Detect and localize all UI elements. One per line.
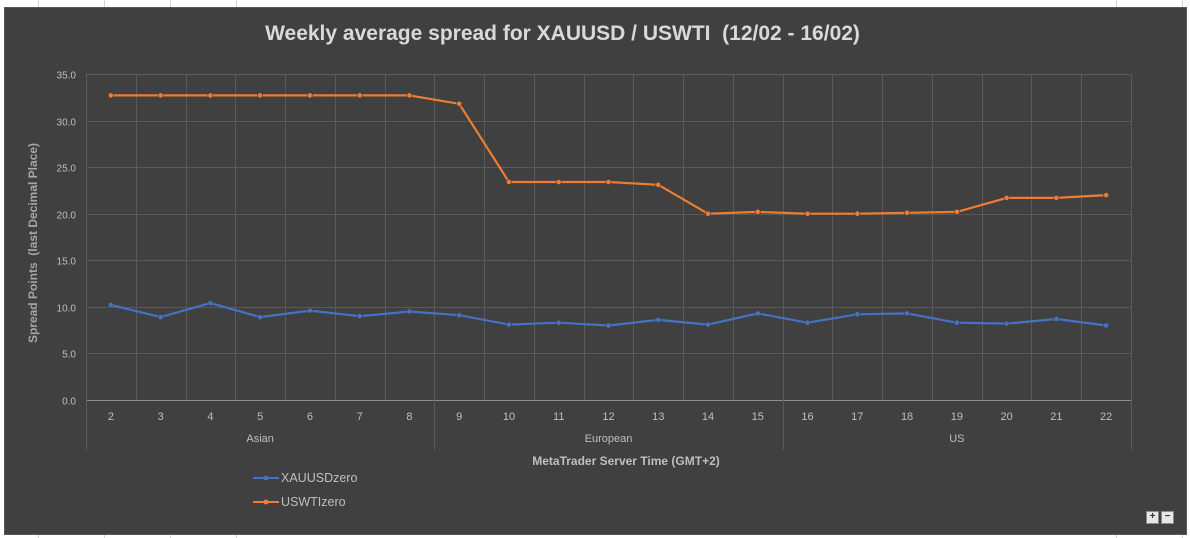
- data-point-uswtizero: [107, 92, 114, 99]
- data-point-xauusdzero: [1003, 320, 1010, 327]
- data-point-xauusdzero: [904, 310, 910, 317]
- data-point-xauusdzero: [157, 314, 164, 321]
- x-tick-label: 10: [503, 411, 515, 423]
- legend-label-uswtizero: USWTIzero: [281, 495, 346, 509]
- data-point-xauusdzero: [1103, 322, 1110, 329]
- session-label-us: US: [949, 433, 965, 445]
- data-point-uswtizero: [1053, 194, 1060, 201]
- x-tick-label: 13: [652, 411, 664, 423]
- data-point-uswtizero: [904, 209, 910, 216]
- x-tick-label: 8: [406, 411, 412, 423]
- y-tick-label: 0.0: [62, 397, 76, 408]
- x-tick-label: 21: [1050, 411, 1062, 423]
- data-point-xauusdzero: [107, 302, 114, 308]
- data-point-xauusdzero: [555, 319, 562, 326]
- data-point-xauusdzero: [705, 321, 711, 328]
- data-point-uswtizero: [854, 210, 861, 217]
- x-tick-label: 5: [257, 411, 263, 423]
- data-point-xauusdzero: [207, 300, 214, 307]
- series-line-uswtizero: [110, 94, 1107, 215]
- y-tick-label: 5.0: [62, 350, 76, 361]
- data-point-uswtizero: [605, 179, 612, 185]
- data-point-uswtizero: [1003, 194, 1010, 201]
- zoom-in-button[interactable]: +: [1146, 511, 1159, 524]
- x-tick-label: 16: [801, 411, 813, 423]
- data-point-uswtizero: [157, 92, 164, 99]
- data-point-uswtizero: [655, 181, 662, 188]
- x-tick-label: 2: [108, 411, 114, 423]
- data-point-xauusdzero: [506, 321, 512, 328]
- x-tick-label: 22: [1100, 411, 1112, 423]
- legend-swatch-uswtizero: [253, 499, 279, 505]
- data-point-xauusdzero: [754, 310, 761, 317]
- x-tick-label: 7: [357, 411, 363, 423]
- y-tick-label: 35.0: [57, 71, 77, 82]
- x-tick-label: 4: [207, 411, 213, 423]
- data-point-uswtizero: [953, 208, 960, 215]
- x-tick-label: 18: [901, 411, 913, 423]
- y-tick-label: 20.0: [57, 211, 77, 222]
- data-point-uswtizero: [456, 100, 463, 107]
- session-label-asian: Asian: [246, 433, 274, 445]
- y-tick-label: 25.0: [57, 164, 77, 175]
- data-point-xauusdzero: [456, 312, 463, 319]
- x-tick-label: 17: [851, 411, 863, 423]
- data-point-uswtizero: [257, 92, 264, 99]
- legend-entry-uswtizero: USWTIzero: [253, 494, 346, 510]
- x-tick-label: 15: [752, 411, 764, 423]
- y-tick-label: 30.0: [57, 118, 77, 129]
- data-point-xauusdzero: [854, 311, 861, 318]
- legend-entry-xauusdzero: XAUUSDzero: [253, 470, 357, 486]
- zoom-controls: + −: [1146, 511, 1174, 524]
- data-point-uswtizero: [356, 92, 363, 99]
- data-point-xauusdzero: [356, 313, 363, 320]
- data-point-uswtizero: [754, 208, 761, 215]
- x-tick-label: 9: [456, 411, 462, 423]
- data-point-xauusdzero: [655, 316, 662, 323]
- x-tick-label: 11: [553, 411, 564, 423]
- data-point-uswtizero: [1103, 192, 1110, 198]
- data-point-uswtizero: [705, 210, 711, 217]
- data-point-xauusdzero: [1053, 316, 1060, 322]
- x-tick-label: 3: [158, 411, 164, 423]
- data-point-uswtizero: [555, 179, 562, 185]
- legend-swatch-xauusdzero: [253, 475, 279, 481]
- data-point-uswtizero: [207, 92, 214, 99]
- data-point-xauusdzero: [307, 307, 313, 314]
- data-point-xauusdzero: [605, 322, 612, 329]
- data-point-xauusdzero: [953, 319, 960, 326]
- data-point-xauusdzero: [804, 319, 811, 326]
- x-tick-label: 12: [602, 411, 614, 423]
- data-point-uswtizero: [307, 92, 313, 99]
- x-axis-label: MetaTrader Server Time (GMT+2): [532, 454, 720, 468]
- x-tick-label: 14: [702, 411, 714, 423]
- x-tick-label: 6: [307, 411, 313, 423]
- chart-area[interactable]: Weekly average spread for XAUUSD / USWTI…: [4, 7, 1187, 535]
- y-tick-label: 15.0: [57, 257, 77, 268]
- data-point-xauusdzero: [257, 314, 264, 321]
- plot-area: 0.0 5.0 10.0 15.0 20.0 25.0 30.0 35.0 2 3 4 5 6 7 8 9 10…: [57, 71, 1132, 450]
- legend-label-xauusdzero: XAUUSDzero: [281, 471, 358, 485]
- chart-title: Weekly average spread for XAUUSD / USWTI…: [265, 22, 860, 45]
- data-point-uswtizero: [406, 92, 413, 99]
- session-label-european: European: [584, 433, 633, 445]
- data-point-xauusdzero: [406, 308, 413, 315]
- zoom-out-button[interactable]: −: [1161, 511, 1174, 524]
- y-tick-label: 10.0: [57, 304, 77, 315]
- data-point-uswtizero: [804, 210, 811, 217]
- x-tick-label: 19: [951, 411, 963, 423]
- data-point-uswtizero: [506, 179, 512, 185]
- x-tick-label: 20: [1000, 411, 1012, 423]
